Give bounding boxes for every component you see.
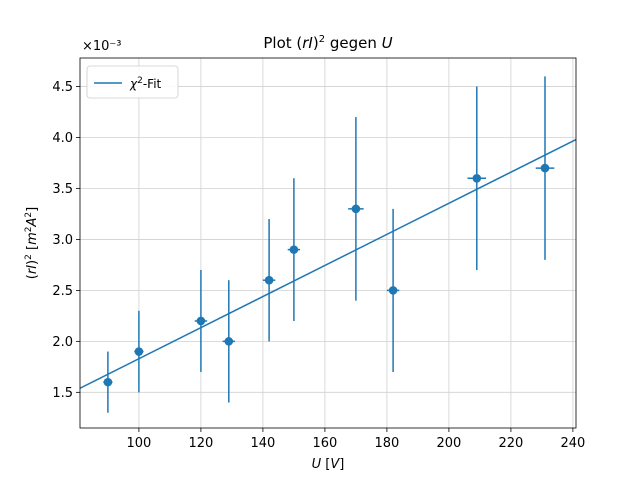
y-tick-label: 1.5 <box>52 386 73 401</box>
legend-label: χ2-Fit <box>129 76 162 91</box>
data-point <box>388 286 398 295</box>
y-tick-label: 4.5 <box>52 80 73 95</box>
x-tick-label: 180 <box>374 436 399 451</box>
data-point <box>264 275 274 285</box>
data-point <box>196 316 206 326</box>
data-point <box>224 337 234 346</box>
fit-line <box>79 138 577 389</box>
y-offset-label: ×10⁻³ <box>82 39 122 54</box>
y-axis-label: (rI)2 [m2A2] <box>24 207 40 279</box>
x-tick-label: 160 <box>312 436 337 451</box>
y-tick-label: 4.0 <box>52 131 73 146</box>
y-tick-label: 3.0 <box>52 233 73 248</box>
legend: χ2-Fit <box>86 65 179 99</box>
x-axis-label: U [V] <box>312 457 345 472</box>
grid <box>80 58 576 428</box>
legend-box <box>86 65 179 99</box>
x-tick-label: 120 <box>188 436 213 451</box>
data-point <box>134 347 144 356</box>
data-point <box>540 163 550 173</box>
y-tick-label: 2.0 <box>52 335 73 350</box>
axis-ticks: 100 120 140 160 180 200 220 240 1.5 2.0 2.5 3.0 3.5 4… <box>52 80 585 451</box>
fit-line-group <box>79 138 577 389</box>
x-tick-label: 140 <box>250 436 275 451</box>
x-tick-label: 100 <box>126 436 151 451</box>
y-tick-label: 2.5 <box>52 284 73 299</box>
chart-title: Plot (rI)2 gegen U <box>263 34 392 52</box>
data-point <box>472 173 482 183</box>
data-point <box>289 245 299 254</box>
x-tick-label: 200 <box>436 436 461 451</box>
data-point <box>103 377 113 387</box>
x-tick-label: 240 <box>560 436 585 451</box>
data-point <box>351 204 361 214</box>
plot-frame <box>79 57 577 429</box>
x-tick-label: 220 <box>498 436 523 451</box>
data-points <box>103 76 555 413</box>
y-tick-label: 3.5 <box>52 182 73 197</box>
